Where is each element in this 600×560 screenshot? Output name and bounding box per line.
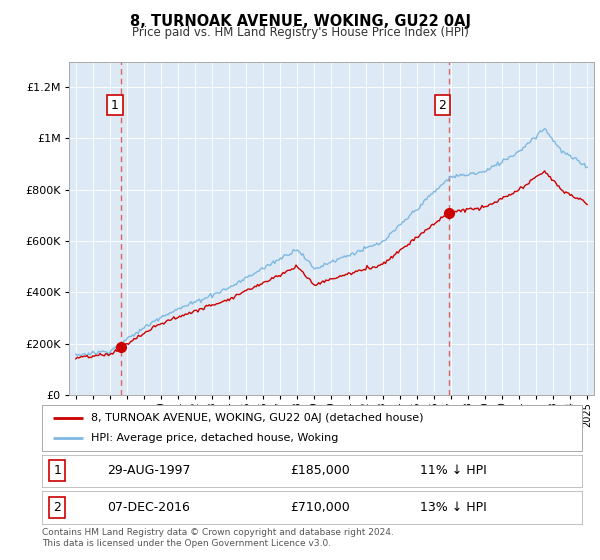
Text: Contains HM Land Registry data © Crown copyright and database right 2024.
This d: Contains HM Land Registry data © Crown c… <box>42 528 394 548</box>
Text: Price paid vs. HM Land Registry's House Price Index (HPI): Price paid vs. HM Land Registry's House … <box>131 26 469 39</box>
Text: HPI: Average price, detached house, Woking: HPI: Average price, detached house, Woki… <box>91 433 338 443</box>
Text: 29-AUG-1997: 29-AUG-1997 <box>107 464 190 478</box>
Text: 11% ↓ HPI: 11% ↓ HPI <box>420 464 487 478</box>
Text: 8, TURNOAK AVENUE, WOKING, GU22 0AJ: 8, TURNOAK AVENUE, WOKING, GU22 0AJ <box>130 14 470 29</box>
Text: 2: 2 <box>53 501 61 514</box>
Text: 2: 2 <box>439 99 446 111</box>
Text: 8, TURNOAK AVENUE, WOKING, GU22 0AJ (detached house): 8, TURNOAK AVENUE, WOKING, GU22 0AJ (det… <box>91 413 423 423</box>
Text: 07-DEC-2016: 07-DEC-2016 <box>107 501 190 514</box>
Text: £710,000: £710,000 <box>290 501 350 514</box>
Text: 13% ↓ HPI: 13% ↓ HPI <box>420 501 487 514</box>
Text: 1: 1 <box>53 464 61 478</box>
Text: £185,000: £185,000 <box>290 464 350 478</box>
Text: 1: 1 <box>111 99 119 111</box>
